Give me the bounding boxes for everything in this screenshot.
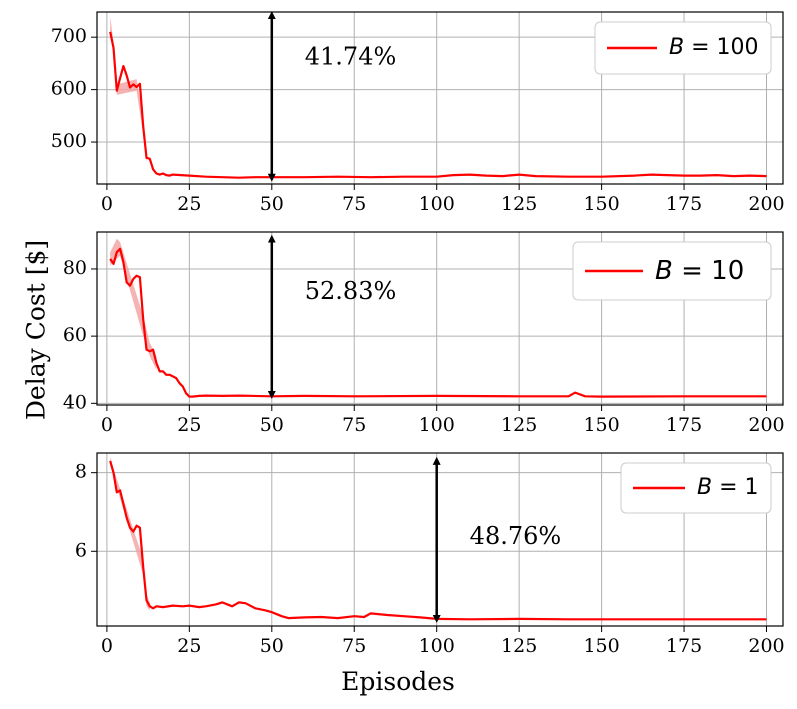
x-tick-label: 175 xyxy=(666,414,702,436)
x-tick-label: 150 xyxy=(583,635,619,657)
improvement-percent-label: 48.76% xyxy=(470,522,562,550)
legend-variable: B xyxy=(655,256,673,286)
legend-box xyxy=(572,241,772,301)
x-tick-label: 125 xyxy=(501,414,537,436)
legend-box xyxy=(620,462,772,514)
x-tick-label: 100 xyxy=(419,414,455,436)
x-tick-label: 100 xyxy=(419,193,455,215)
series-line xyxy=(109,31,767,179)
legend-box xyxy=(594,21,772,75)
plot-frame xyxy=(96,452,784,627)
x-tick-label: 125 xyxy=(501,193,537,215)
legend-label: B = 100 xyxy=(669,35,759,60)
series-line xyxy=(109,247,767,398)
x-axis-label: Episodes xyxy=(341,667,455,696)
y-tick-label: 40 xyxy=(63,391,87,413)
x-tick-label: 100 xyxy=(419,635,455,657)
x-tick-label: 200 xyxy=(748,414,784,436)
improvement-percent-label: 41.74% xyxy=(305,43,397,71)
x-tick-label: 200 xyxy=(748,193,784,215)
variance-band xyxy=(110,456,150,611)
legend-label: B = 1 xyxy=(697,475,759,500)
x-tick-label: 150 xyxy=(583,414,619,436)
y-tick-label: 8 xyxy=(75,461,87,483)
legend: B = 100 xyxy=(594,21,772,75)
legend: B = 1 xyxy=(620,462,772,514)
y-tick-label: 500 xyxy=(51,130,87,152)
y-tick-label: 80 xyxy=(63,257,87,279)
x-tick-label: 75 xyxy=(342,414,366,436)
x-tick-label: 150 xyxy=(583,193,619,215)
chart-panel-1: 0 25 50 75 100 125 150 175 200 500 600 700 41.74% B =… xyxy=(51,11,785,215)
chart-panel-2: 0 25 50 75 100 125 150 175 200 40 60 80 52.83% B = 10 xyxy=(63,231,785,436)
x-tick-label: 0 xyxy=(101,414,113,436)
x-tick-label: 0 xyxy=(101,635,113,657)
x-tick-label: 75 xyxy=(342,635,366,657)
x-tick-label: 25 xyxy=(177,414,201,436)
x-tick-label: 50 xyxy=(260,414,284,436)
legend-label: B = 10 xyxy=(655,256,744,286)
x-tick-label: 50 xyxy=(260,193,284,215)
y-tick-label: 700 xyxy=(51,25,87,47)
legend-variable: B xyxy=(669,35,684,60)
legend: B = 10 xyxy=(572,241,772,301)
series-line xyxy=(109,460,767,621)
chart-panel-3: 0 25 50 75 100 125 150 175 200 6 8 48.76% B = 1 xyxy=(75,452,785,657)
y-tick-label: 60 xyxy=(63,324,87,346)
x-tick-label: 25 xyxy=(177,635,201,657)
x-tick-label: 175 xyxy=(666,635,702,657)
legend-value: = 1 xyxy=(712,475,758,500)
x-tick-label: 200 xyxy=(748,635,784,657)
variance-band xyxy=(110,16,147,164)
x-tick-label: 75 xyxy=(342,193,366,215)
y-tick-label: 6 xyxy=(75,539,87,561)
plot-frame xyxy=(96,11,784,185)
legend-value: = 100 xyxy=(684,35,758,60)
x-tick-label: 175 xyxy=(666,193,702,215)
legend-variable: B xyxy=(697,475,712,500)
x-tick-label: 0 xyxy=(101,193,113,215)
improvement-percent-label: 52.83% xyxy=(305,277,397,305)
legend-value: = 10 xyxy=(673,256,744,286)
x-tick-label: 25 xyxy=(177,193,201,215)
x-tick-label: 125 xyxy=(501,635,537,657)
x-tick-label: 50 xyxy=(260,635,284,657)
y-tick-label: 600 xyxy=(51,78,87,100)
y-axis-label: Delay Cost [$] xyxy=(22,240,51,420)
plot-frame xyxy=(96,231,784,406)
